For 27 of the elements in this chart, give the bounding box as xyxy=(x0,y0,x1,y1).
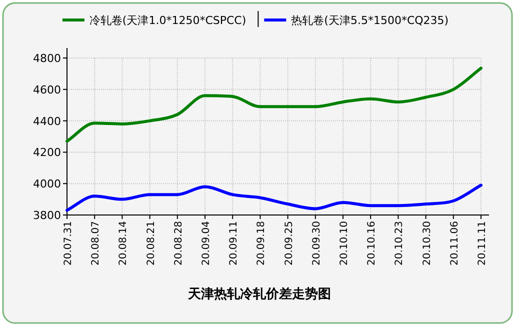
x-tick-label: 20.09.18 xyxy=(256,221,268,266)
x-tick-label: 20.08.21 xyxy=(146,221,157,266)
x-tick-label: 20.10.23 xyxy=(394,221,406,266)
x-tick-label: 20.08.07 xyxy=(90,221,102,266)
y-tick-label: 3800 xyxy=(33,209,61,222)
legend-label: 热轧卷(天津5.5*1500*CQ235) xyxy=(291,14,449,27)
x-tick-label: 20.11.06 xyxy=(449,221,460,266)
legend-label: 冷轧卷(天津1.0*1250*CSPCC) xyxy=(89,14,246,27)
x-tick-label: 20.09.30 xyxy=(311,221,322,266)
y-tick-label: 4000 xyxy=(33,178,61,191)
text: 天津热轧冷轧价差走势图 xyxy=(187,286,331,302)
x-tick-label: 20.08.14 xyxy=(118,221,130,266)
x-tick-label: 20.11.11 xyxy=(477,221,488,266)
x-tick-label: 20.07.31 xyxy=(63,221,74,266)
x-tick-label: 20.10.10 xyxy=(339,221,350,266)
y-tick-label: 4200 xyxy=(33,146,61,160)
x-tick-label: 20.09.11 xyxy=(228,221,240,266)
x-tick-label: 20.10.16 xyxy=(366,221,378,266)
x-tick-label: 20.08.28 xyxy=(173,221,184,266)
x-tick-label: 20.09.04 xyxy=(201,221,212,266)
y-tick-label: 4800 xyxy=(33,52,61,65)
y-tick-label: 4400 xyxy=(33,114,61,128)
x-tick-label: 20.09.25 xyxy=(284,221,295,266)
line-series xyxy=(66,66,482,143)
x-tick-label: 20.10.30 xyxy=(422,221,433,266)
y-tick-label: 4600 xyxy=(33,83,61,96)
line-series xyxy=(66,184,482,212)
